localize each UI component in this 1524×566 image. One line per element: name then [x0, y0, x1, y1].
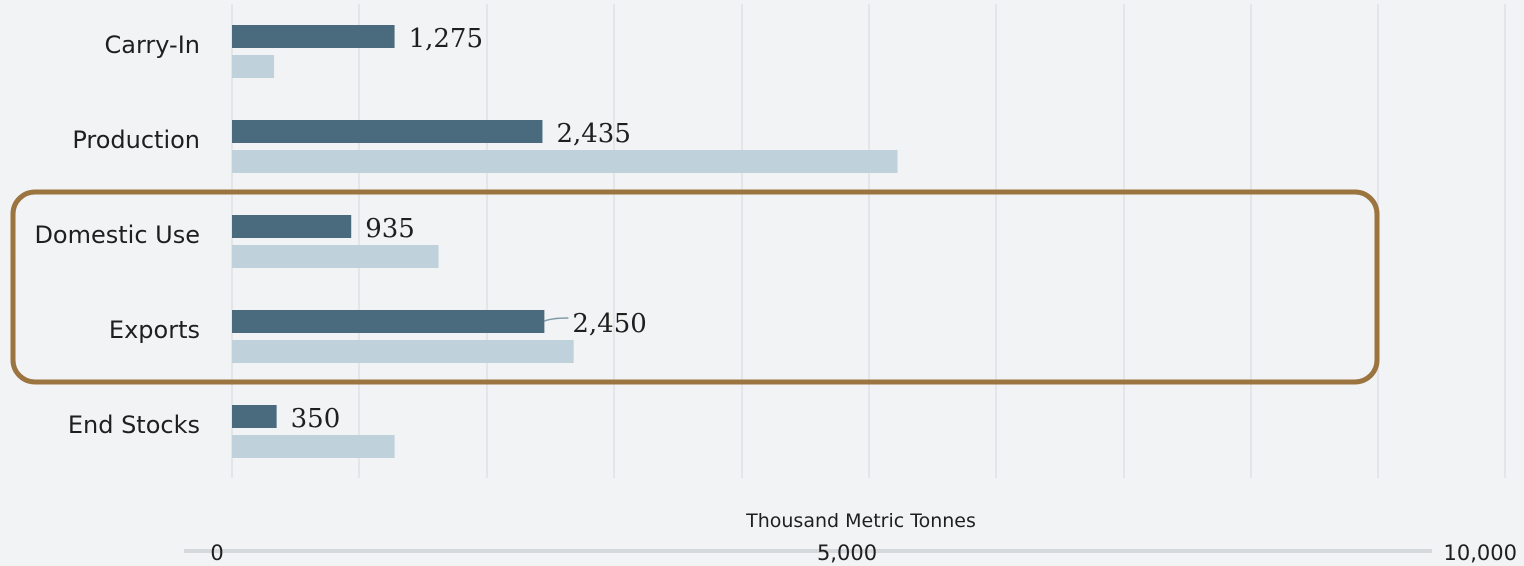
- bar-carry-in-series-1: [232, 25, 395, 48]
- x-tick-label-2: 10,000: [1444, 541, 1517, 565]
- data-label-production: 2,435: [556, 119, 630, 149]
- exports-label-leader-line: [544, 317, 569, 322]
- category-label-end-stocks: End Stocks: [68, 411, 200, 439]
- bar-domestic-use-series-2: [232, 245, 439, 268]
- data-label-end-stocks: 350: [291, 404, 341, 434]
- category-label-carry-in: Carry-In: [104, 31, 200, 59]
- bar-end-stocks-series-1: [232, 405, 277, 428]
- bar-production-series-1: [232, 120, 543, 143]
- bar-production-series-2: [232, 150, 898, 173]
- x-axis-title: Thousand Metric Tonnes: [745, 510, 976, 532]
- data-labels: 1,275 2,435 935 2,450 350: [291, 24, 647, 434]
- category-label-domestic-use: Domestic Use: [34, 221, 200, 249]
- category-label-exports: Exports: [109, 316, 200, 344]
- highlight-box: [10, 189, 1380, 385]
- x-tick-label-1: 5,000: [817, 541, 877, 565]
- x-tick-labels: 0 5,000 10,000: [210, 541, 1517, 565]
- category-labels: Carry-In Production Domestic Use Exports End…: [34, 31, 200, 439]
- x-tick-label-0: 0: [210, 541, 223, 565]
- bar-exports-series-1: [232, 310, 545, 333]
- data-label-carry-in: 1,275: [409, 24, 483, 54]
- bar-domestic-use-series-1: [232, 215, 352, 238]
- bars: [232, 25, 898, 458]
- gridlines: [231, 4, 1506, 478]
- bar-carry-in-series-2: [232, 55, 275, 78]
- bar-exports-series-2: [232, 340, 574, 363]
- category-label-production: Production: [72, 126, 200, 154]
- data-label-domestic-use: 935: [365, 214, 415, 244]
- bar-end-stocks-series-2: [232, 435, 395, 458]
- data-label-exports: 2,450: [572, 309, 646, 339]
